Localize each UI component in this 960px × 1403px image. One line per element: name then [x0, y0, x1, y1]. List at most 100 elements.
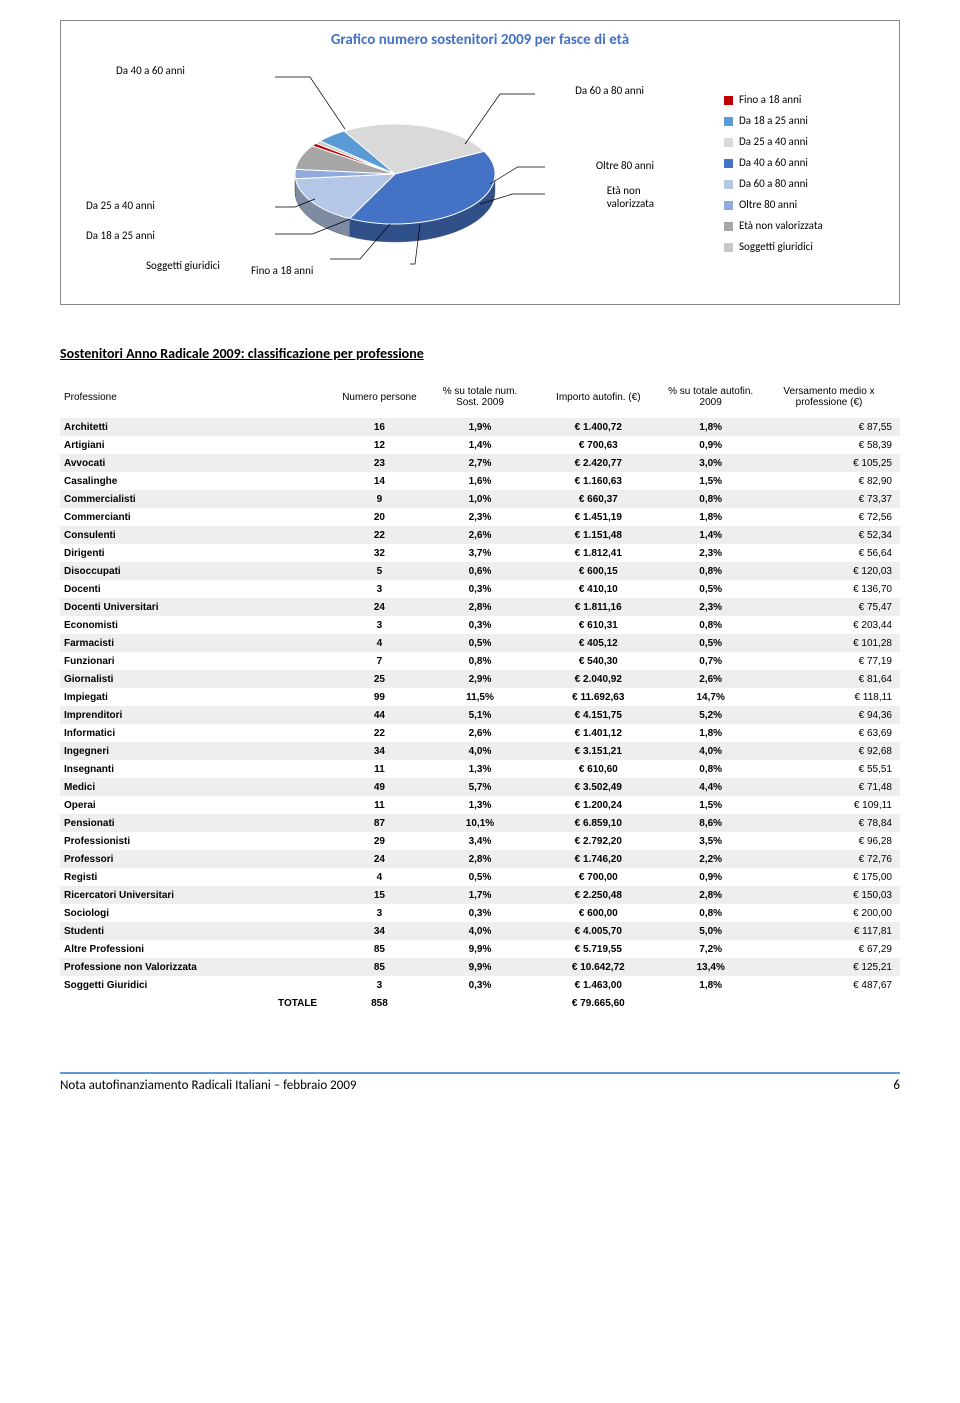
cell-importo: € 11.692,63 [533, 688, 663, 706]
table-row: Disoccupati50,6%€ 600,150,8%€ 120,03 [60, 562, 900, 580]
cell-importo: € 1.151,48 [533, 526, 663, 544]
table-row: Funzionari70,8%€ 540,300,7%€ 77,19 [60, 652, 900, 670]
cell-pct-autofin: 0,9% [663, 436, 758, 454]
cell-importo: € 540,30 [533, 652, 663, 670]
cell-versamento: € 71,48 [758, 778, 900, 796]
table-row: Dirigenti323,7%€ 1.812,412,3%€ 56,64 [60, 544, 900, 562]
table-row: Docenti30,3%€ 410,100,5%€ 136,70 [60, 580, 900, 598]
legend-label: Età non valorizzata [739, 216, 823, 237]
cell-importo: € 2.250,48 [533, 886, 663, 904]
cell-profession: Registi [60, 868, 332, 886]
table-row: Impiegati9911,5%€ 11.692,6314,7%€ 118,11 [60, 688, 900, 706]
cell-importo: € 1.812,41 [533, 544, 663, 562]
cell-pct-autofin: 2,3% [663, 598, 758, 616]
cell-profession: Disoccupati [60, 562, 332, 580]
cell-importo: € 3.151,21 [533, 742, 663, 760]
cell-profession: Professionisti [60, 832, 332, 850]
cell-pct-autofin: 5,2% [663, 706, 758, 724]
table-row: Artigiani121,4%€ 700,630,9%€ 58,39 [60, 436, 900, 454]
table-row: Soggetti Giuridici30,3%€ 1.463,001,8%€ 4… [60, 976, 900, 994]
cell-importo: € 610,31 [533, 616, 663, 634]
legend-label: Da 25 a 40 anni [739, 132, 808, 153]
cell-profession: Impiegati [60, 688, 332, 706]
cell-importo: € 410,10 [533, 580, 663, 598]
cell-pct-sost: 1,7% [427, 886, 533, 904]
cell-pct-autofin: 1,5% [663, 472, 758, 490]
cell-pct-autofin: 2,2% [663, 850, 758, 868]
cell-profession: Docenti [60, 580, 332, 598]
cell-versamento: € 82,90 [758, 472, 900, 490]
legend-label: Da 40 a 60 anni [739, 153, 808, 174]
cell-pct-sost: 0,5% [427, 868, 533, 886]
cell-versamento: € 200,00 [758, 904, 900, 922]
total-num: 858 [332, 994, 427, 1012]
cell-importo: € 1.463,00 [533, 976, 663, 994]
table-header-row: Professione Numero persone % su totale n… [60, 382, 900, 418]
table-row: Commercianti202,3%€ 1.451,191,8%€ 72,56 [60, 508, 900, 526]
cell-numero: 4 [332, 634, 427, 652]
cell-numero: 22 [332, 526, 427, 544]
legend-swatch [724, 243, 733, 252]
cell-profession: Architetti [60, 418, 332, 436]
cell-numero: 87 [332, 814, 427, 832]
th-numero: Numero persone [342, 392, 416, 403]
table-row: Docenti Universitari242,8%€ 1.811,162,3%… [60, 598, 900, 616]
cell-pct-sost: 9,9% [427, 940, 533, 958]
cell-pct-autofin: 1,8% [663, 418, 758, 436]
footer-page: 6 [893, 1078, 900, 1093]
cell-profession: Giornalisti [60, 670, 332, 688]
cell-importo: € 10.642,72 [533, 958, 663, 976]
cell-profession: Casalinghe [60, 472, 332, 490]
cell-pct-autofin: 2,6% [663, 670, 758, 688]
cell-pct-autofin: 1,8% [663, 976, 758, 994]
table-row: Insegnanti111,3%€ 610,600,8%€ 55,51 [60, 760, 900, 778]
table-row: Consulenti222,6%€ 1.151,481,4%€ 52,34 [60, 526, 900, 544]
cell-numero: 9 [332, 490, 427, 508]
table-row: Pensionati8710,1%€ 6.859,108,6%€ 78,84 [60, 814, 900, 832]
cell-versamento: € 92,68 [758, 742, 900, 760]
cell-importo: € 2.420,77 [533, 454, 663, 472]
table-row: Professione non Valorizzata859,9%€ 10.64… [60, 958, 900, 976]
cell-pct-autofin: 4,4% [663, 778, 758, 796]
legend-swatch [724, 138, 733, 147]
cell-pct-autofin: 0,8% [663, 904, 758, 922]
table-row: Informatici222,6%€ 1.401,121,8%€ 63,69 [60, 724, 900, 742]
cell-importo: € 2.040,92 [533, 670, 663, 688]
cell-pct-sost: 1,4% [427, 436, 533, 454]
cell-profession: Operai [60, 796, 332, 814]
pie-chart-container: Grafico numero sostenitori 2009 per fasc… [60, 20, 900, 305]
cell-numero: 24 [332, 850, 427, 868]
cell-importo: € 1.451,19 [533, 508, 663, 526]
cell-versamento: € 67,29 [758, 940, 900, 958]
cell-versamento: € 487,67 [758, 976, 900, 994]
th-pct-autofin: % su totale autofin. 2009 [668, 386, 753, 408]
cell-importo: € 2.792,20 [533, 832, 663, 850]
cell-profession: Professione non Valorizzata [60, 958, 332, 976]
cell-numero: 85 [332, 958, 427, 976]
cell-pct-sost: 4,0% [427, 922, 533, 940]
cell-versamento: € 72,56 [758, 508, 900, 526]
cell-pct-autofin: 1,4% [663, 526, 758, 544]
cell-importo: € 700,63 [533, 436, 663, 454]
cell-profession: Artigiani [60, 436, 332, 454]
callout-nonval: Età non valorizzata [607, 184, 654, 210]
cell-importo: € 5.719,55 [533, 940, 663, 958]
legend-swatch [724, 117, 733, 126]
legend-swatch [724, 180, 733, 189]
callout-giuridici: Soggetti giuridici [146, 259, 220, 272]
cell-pct-sost: 5,1% [427, 706, 533, 724]
cell-importo: € 3.502,49 [533, 778, 663, 796]
cell-profession: Medici [60, 778, 332, 796]
cell-pct-autofin: 0,8% [663, 490, 758, 508]
cell-profession: Farmacisti [60, 634, 332, 652]
cell-numero: 34 [332, 922, 427, 940]
cell-pct-sost: 9,9% [427, 958, 533, 976]
table-row: Commercialisti91,0%€ 660,370,8%€ 73,37 [60, 490, 900, 508]
cell-numero: 12 [332, 436, 427, 454]
cell-numero: 24 [332, 598, 427, 616]
cell-pct-sost: 3,7% [427, 544, 533, 562]
cell-profession: Studenti [60, 922, 332, 940]
cell-importo: € 660,37 [533, 490, 663, 508]
table-row: Imprenditori445,1%€ 4.151,755,2%€ 94,36 [60, 706, 900, 724]
callout-da60a80: Da 60 a 80 anni [575, 84, 644, 97]
